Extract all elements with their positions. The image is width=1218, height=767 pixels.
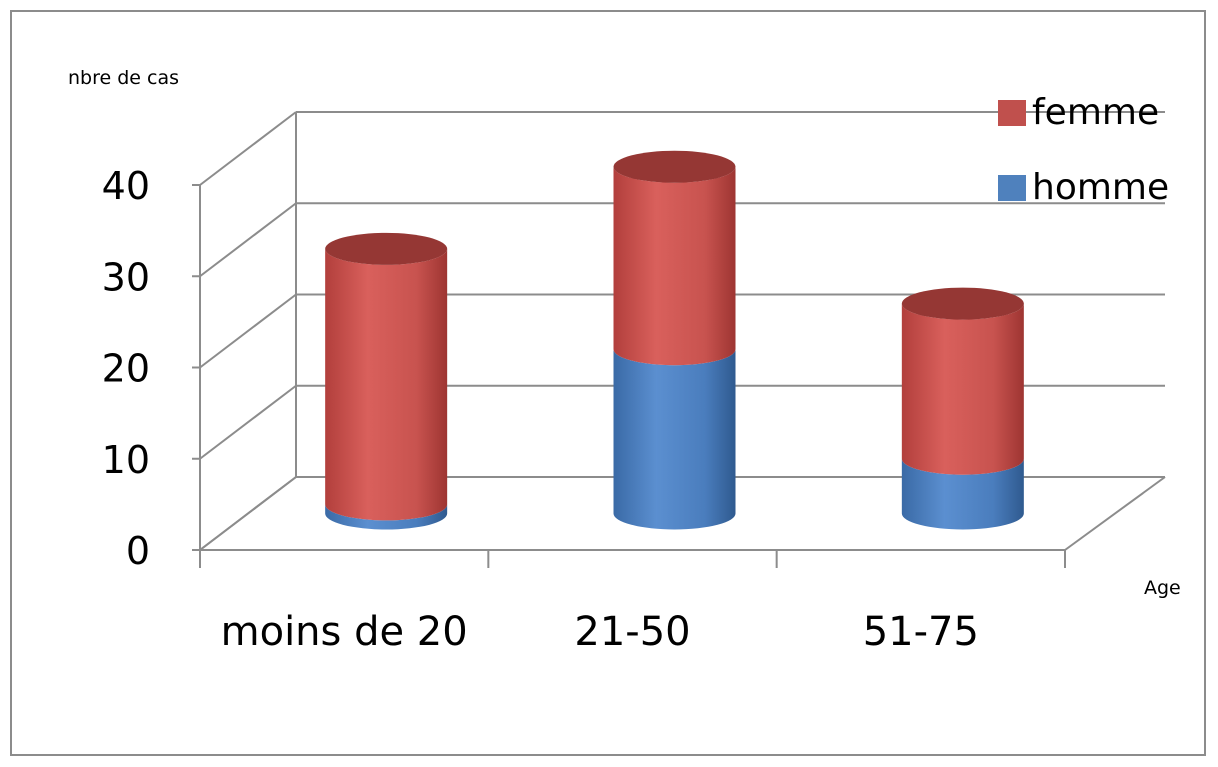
bars [325,150,1024,530]
legend: femme homme [998,92,1169,208]
bar-homme-2 [901,458,1024,530]
floor-right-edge [1064,476,1166,551]
legend-swatch-homme [998,175,1026,201]
bar-homme-0 [325,504,448,530]
y-tick-label: 40 [102,164,150,208]
y-tick-label: 30 [102,255,150,299]
bar-femme-0 [325,248,448,521]
y-tick-label: 20 [102,347,150,391]
y-axis-title: nbre de cas [68,67,179,89]
axes: 0 10 20 30 40 moins de 20 21-50 51-75 [102,164,1066,655]
bar-top-femme-2 [901,287,1024,320]
bar-homme-1 [613,349,736,530]
y-tick-label: 10 [102,438,150,482]
gridline-side [199,202,297,278]
legend-label-femme: femme [1032,92,1159,133]
gridline-side [199,384,297,460]
x-tick-label: 51-75 [863,609,979,655]
x-tick-label: 21-50 [574,609,690,655]
legend-label-homme: homme [1032,167,1169,208]
bar-femme-1 [613,166,736,366]
x-tick-label: moins de 20 [221,609,468,655]
gridline-side [199,476,297,551]
x-axis-title: Age [1144,577,1181,599]
gridline-side [199,293,297,369]
y-tick-label: 0 [126,529,150,573]
gridline-side [199,111,297,186]
bar-top-femme-0 [325,232,448,265]
legend-swatch-femme [998,100,1026,126]
bar-femme-2 [901,303,1024,475]
bar-top-femme-1 [613,150,736,183]
